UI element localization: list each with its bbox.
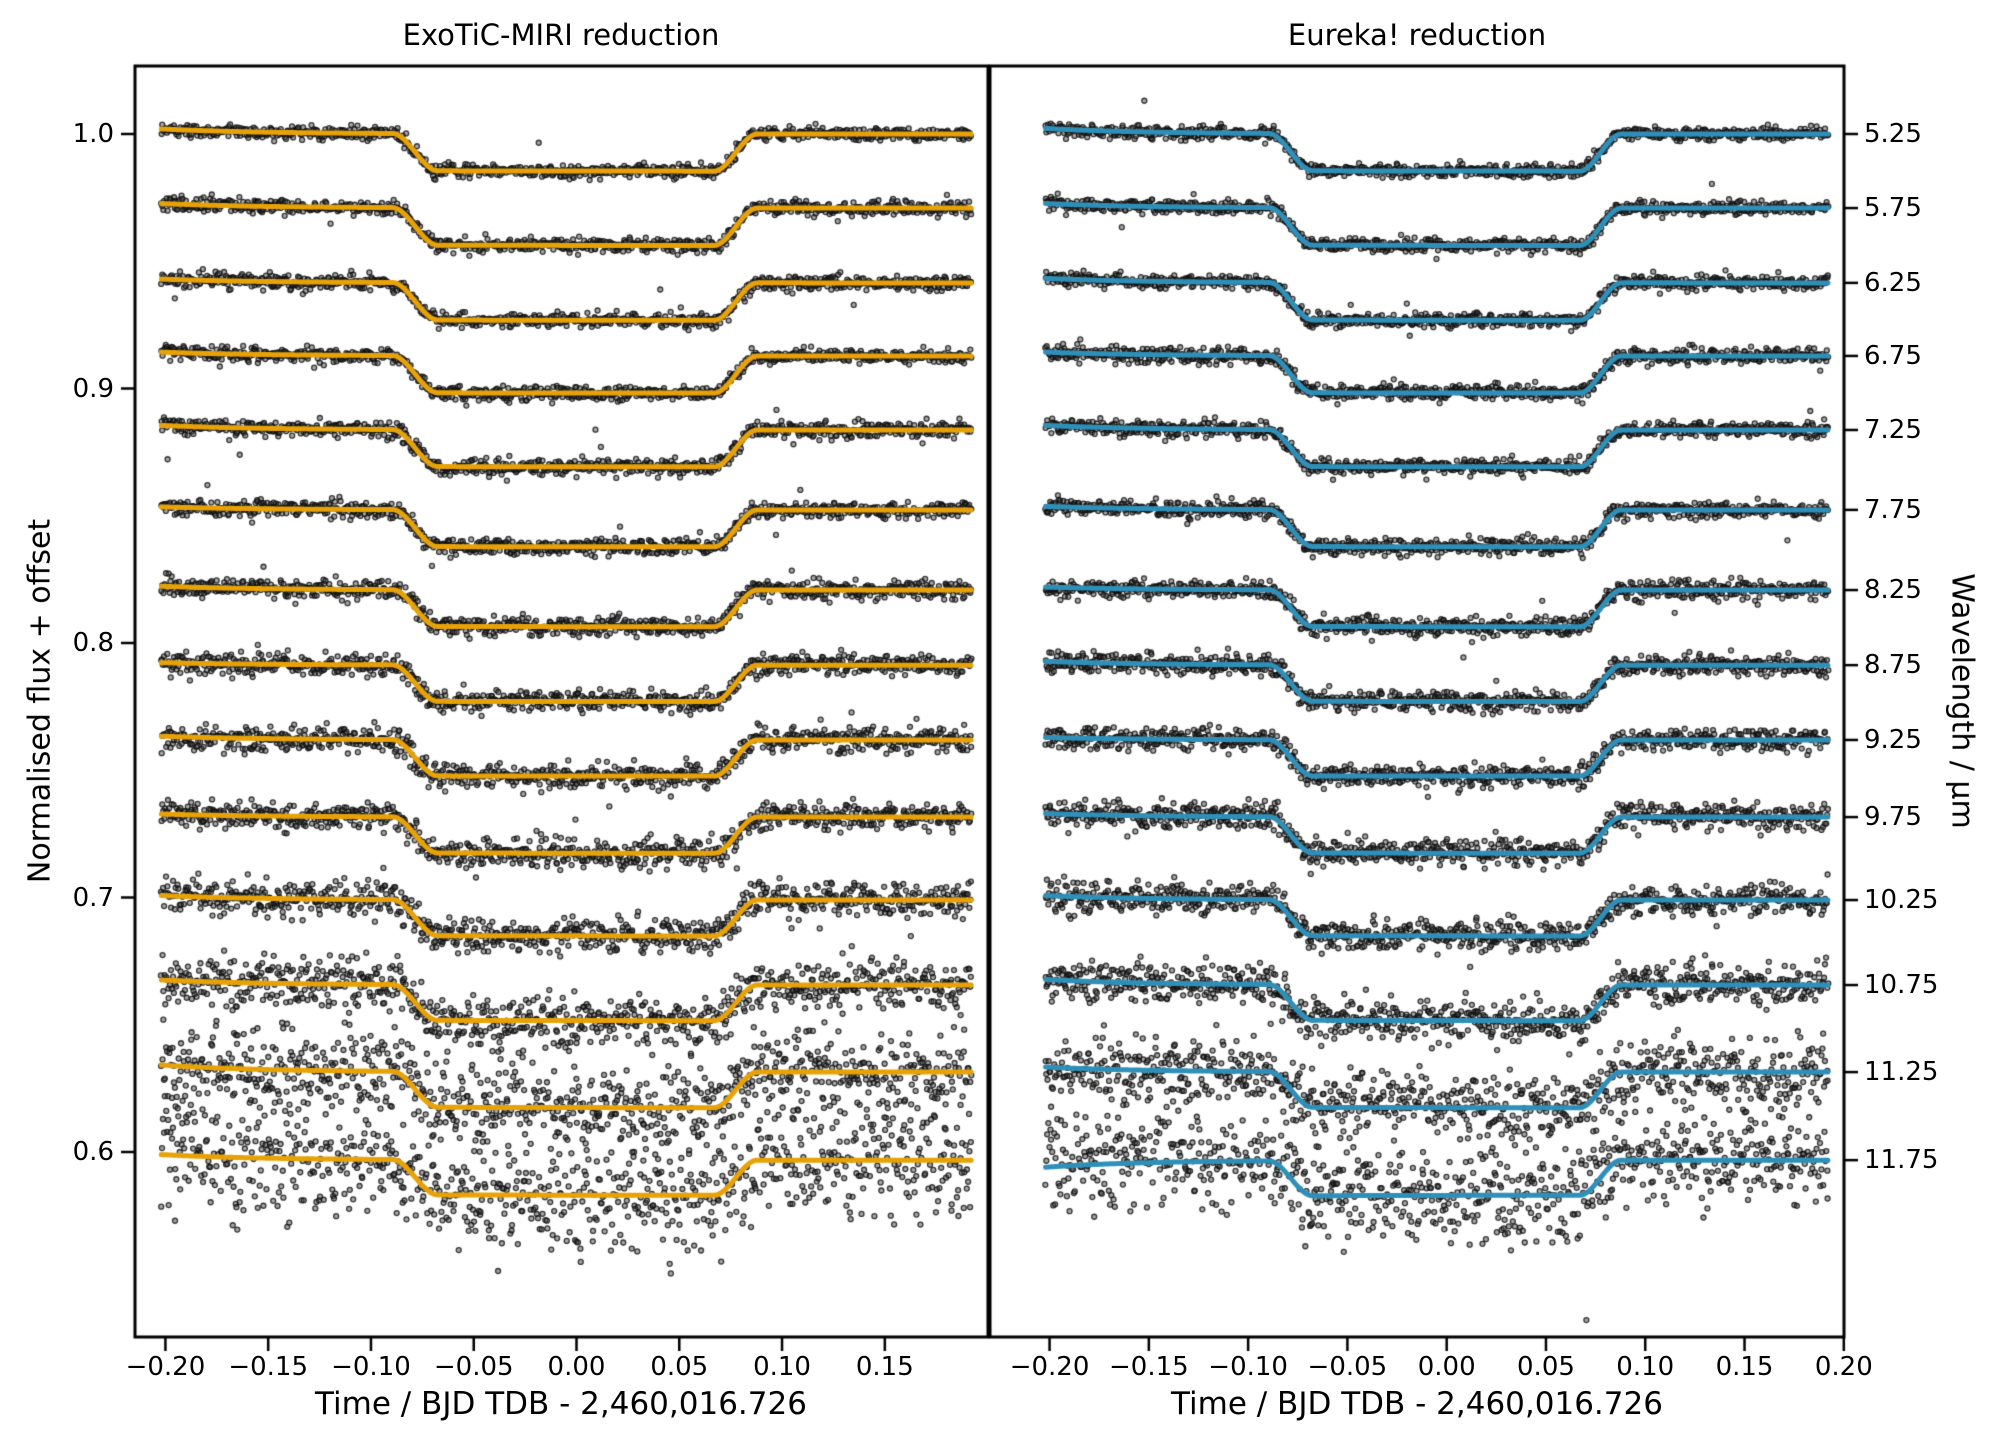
x-tick-label: −0.20: [125, 1352, 206, 1382]
x-tick-label: 0.05: [1517, 1352, 1575, 1382]
x-tick-label: −0.05: [433, 1352, 514, 1382]
wavelength-tick-label: 9.75: [1864, 802, 1922, 833]
wavelength-tick-label: 6.25: [1864, 267, 1922, 298]
wavelength-tick-label: 10.25: [1864, 885, 1939, 916]
panel-title-eureka: Eureka! reduction: [1287, 18, 1547, 52]
x-tick-label: 0.10: [753, 1352, 811, 1382]
x-tick-label: 0.15: [855, 1352, 914, 1382]
y-axis-label-left: Normalised flux + offset: [22, 518, 58, 884]
wavelength-tick-label: 11.25: [1864, 1057, 1939, 1088]
x-axis-label-left: Time / BJD TDB - 2,460,016.726: [315, 1386, 807, 1422]
panel-title-exotic-miri: ExoTiC-MIRI reduction: [402, 18, 720, 52]
wavelength-tick-label: 11.75: [1864, 1145, 1939, 1176]
wavelength-tick-label: 5.25: [1864, 119, 1922, 149]
x-axis-label-right: Time / BJD TDB - 2,460,016.726: [1171, 1386, 1663, 1422]
x-tick-label: 0.20: [1814, 1352, 1873, 1382]
x-tick-label: −0.15: [1109, 1352, 1189, 1382]
wavelength-tick-label: 5.75: [1864, 193, 1922, 224]
x-tick-label: −0.10: [1208, 1352, 1288, 1382]
x-tick-label: −0.20: [1009, 1352, 1090, 1382]
wavelength-tick-label: 8.75: [1864, 650, 1922, 681]
x-tick-label: −0.10: [331, 1352, 411, 1382]
x-tick-label: 0.15: [1715, 1352, 1774, 1382]
wavelength-tick-label: 7.25: [1864, 414, 1922, 445]
flux-tick-label: 0.8: [72, 628, 114, 658]
y-axis-label-right: Wavelength / μm: [1944, 573, 1980, 829]
flux-tick-label: 0.9: [72, 373, 114, 404]
wavelength-tick-label: 6.75: [1864, 340, 1922, 371]
x-tick-label: −0.15: [228, 1352, 309, 1382]
wavelength-tick-label: 9.25: [1864, 724, 1922, 755]
wavelength-tick-label: 7.75: [1864, 494, 1922, 525]
x-tick-label: 0.05: [650, 1352, 709, 1382]
wavelength-tick-label: 8.25: [1864, 575, 1922, 606]
x-tick-label: 0.00: [1417, 1352, 1476, 1382]
x-tick-label: −0.05: [1307, 1352, 1388, 1382]
x-tick-label: 0.00: [547, 1352, 606, 1382]
wavelength-tick-label: 10.75: [1864, 970, 1939, 1001]
x-tick-label: 0.10: [1616, 1352, 1675, 1382]
flux-tick-label: 1.0: [72, 119, 114, 149]
flux-tick-label: 0.6: [72, 1137, 114, 1167]
flux-tick-label: 0.7: [72, 882, 114, 913]
